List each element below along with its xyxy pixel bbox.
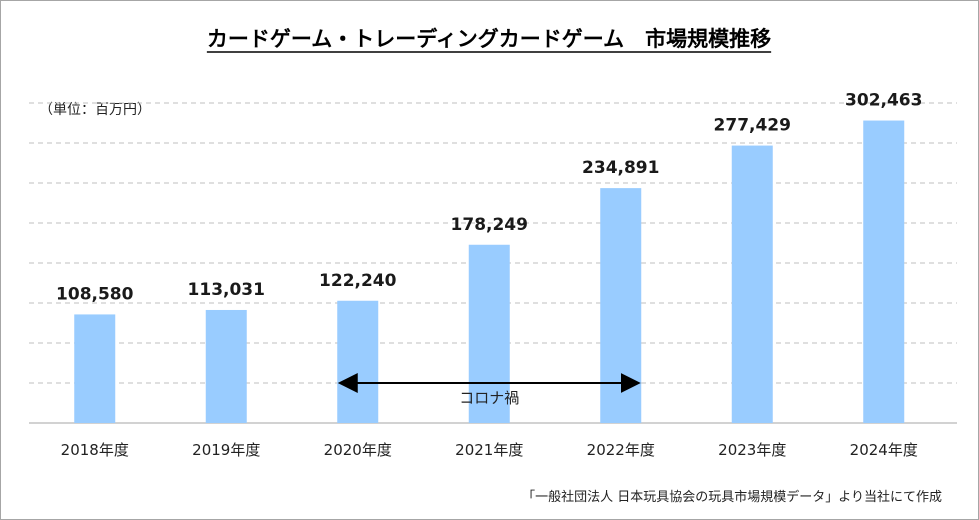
category-label: 2024年度	[850, 441, 918, 459]
data-label: 178,249	[451, 215, 528, 235]
unit-label: （単位：百万円）	[39, 102, 151, 118]
annotation-label: コロナ禍	[459, 389, 519, 407]
bar-2018年度	[74, 314, 116, 423]
category-label: 2023年度	[718, 441, 786, 459]
bars-group	[74, 120, 905, 424]
bar-2022年度	[600, 188, 642, 423]
data-label: 302,463	[845, 91, 922, 111]
data-labels-group: 108,580 113,031 122,240 178,249 234,891 277,4…	[56, 91, 922, 305]
data-label: 113,031	[188, 280, 265, 300]
bar-2019年度	[205, 309, 247, 423]
data-label: 108,580	[56, 284, 134, 304]
data-label: 277,429	[714, 116, 791, 136]
category-label: 2020年度	[324, 441, 392, 459]
bar-2020年度	[337, 300, 379, 423]
category-labels-group: 2018年度 2019年度 2020年度 2021年度 2022年度 2023年度 2024…	[61, 441, 918, 459]
category-label: 2019年度	[192, 441, 260, 459]
bar-2021年度	[468, 244, 510, 423]
data-label: 122,240	[319, 271, 397, 291]
bar-2024年度	[863, 120, 905, 424]
bar-2023年度	[731, 145, 773, 424]
data-label: 234,891	[582, 158, 659, 178]
source-note: 「一般社団法人 日本玩具協会の玩具市場規模データ」より当社にて作成	[522, 489, 942, 505]
category-label: 2018年度	[61, 441, 129, 459]
category-label: 2022年度	[587, 441, 655, 459]
category-label: 2021年度	[455, 441, 523, 459]
chart-title: カードゲーム・トレーディングカードゲーム 市場規模推移	[207, 27, 771, 51]
annotation-group: コロナ禍	[337, 373, 641, 407]
